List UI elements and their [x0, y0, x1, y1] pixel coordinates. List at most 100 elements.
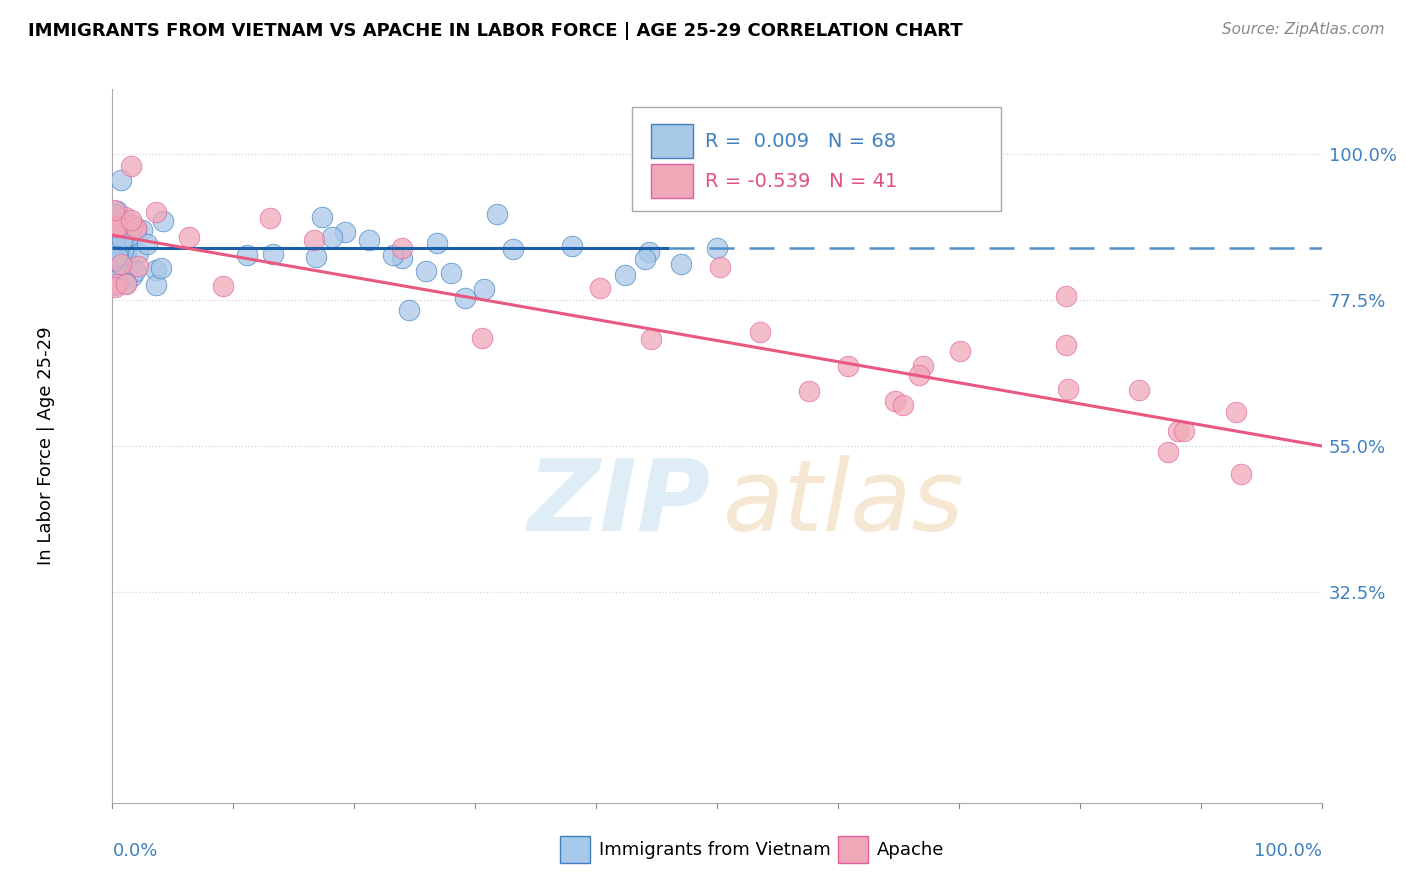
Point: [1156, 445, 1178, 459]
Text: Apache: Apache: [877, 841, 943, 859]
Point: [486, 206, 509, 220]
Point: [115, 219, 138, 233]
Point: [104, 280, 127, 294]
Point: [1057, 382, 1080, 396]
Point: [912, 359, 935, 373]
Point: [110, 267, 132, 281]
Point: [104, 227, 127, 241]
Point: [440, 266, 463, 280]
Point: [949, 343, 972, 358]
Point: [589, 281, 612, 295]
Point: [908, 368, 931, 383]
Point: [103, 278, 125, 293]
Point: [103, 252, 125, 266]
Point: [391, 241, 413, 255]
Point: [145, 205, 167, 219]
Point: [125, 223, 148, 237]
Point: [114, 237, 136, 252]
Point: [125, 220, 148, 235]
Point: [107, 220, 129, 235]
Point: [891, 398, 914, 412]
Point: [614, 268, 637, 282]
Point: [1167, 425, 1189, 439]
Point: [127, 259, 149, 273]
Point: [114, 276, 136, 290]
Point: [1128, 383, 1150, 397]
Point: [114, 210, 136, 224]
Point: [302, 233, 325, 247]
Point: [749, 325, 772, 339]
Point: [145, 263, 167, 277]
Point: [121, 268, 143, 283]
Point: [107, 219, 129, 233]
Text: atlas: atlas: [723, 455, 965, 551]
Text: R = -0.539   N = 41: R = -0.539 N = 41: [704, 172, 897, 191]
Point: [107, 219, 129, 234]
Text: Source: ZipAtlas.com: Source: ZipAtlas.com: [1222, 22, 1385, 37]
Point: [1225, 405, 1247, 419]
Point: [640, 332, 662, 346]
Point: [110, 257, 132, 271]
Point: [259, 211, 281, 225]
Point: [124, 264, 146, 278]
Bar: [560, 837, 591, 863]
Point: [633, 252, 655, 266]
Point: [305, 250, 328, 264]
Point: [502, 242, 524, 256]
Text: 0.0%: 0.0%: [112, 842, 157, 860]
Point: [115, 277, 138, 291]
Bar: [651, 124, 693, 159]
Point: [311, 210, 333, 224]
Point: [121, 218, 143, 232]
Point: [107, 246, 129, 260]
Point: [131, 222, 153, 236]
Point: [108, 274, 131, 288]
Point: [103, 207, 125, 221]
Point: [211, 279, 233, 293]
Point: [321, 230, 343, 244]
Point: [837, 359, 859, 374]
Point: [150, 260, 173, 275]
Point: [709, 260, 731, 275]
Point: [104, 252, 127, 266]
FancyBboxPatch shape: [633, 107, 1001, 211]
Point: [103, 215, 125, 229]
Point: [108, 233, 131, 247]
Point: [107, 204, 129, 219]
Text: 100.0%: 100.0%: [1254, 842, 1322, 860]
Point: [415, 264, 437, 278]
Text: IMMIGRANTS FROM VIETNAM VS APACHE IN LABOR FORCE | AGE 25-29 CORRELATION CHART: IMMIGRANTS FROM VIETNAM VS APACHE IN LAB…: [28, 22, 963, 40]
Point: [335, 225, 357, 239]
Point: [104, 263, 127, 277]
Text: R =  0.009   N = 68: R = 0.009 N = 68: [704, 132, 896, 151]
Point: [152, 214, 174, 228]
Point: [104, 251, 127, 265]
Point: [145, 277, 167, 292]
Point: [127, 245, 149, 260]
Point: [883, 393, 905, 408]
Point: [112, 234, 135, 248]
Text: In Labor Force | Age 25-29: In Labor Force | Age 25-29: [37, 326, 55, 566]
Point: [382, 248, 405, 262]
Point: [120, 213, 142, 227]
Point: [110, 212, 132, 227]
Point: [120, 159, 142, 173]
Point: [105, 249, 128, 263]
Point: [118, 228, 141, 243]
Bar: [651, 164, 693, 198]
Point: [453, 291, 475, 305]
Point: [103, 235, 125, 249]
Point: [637, 245, 659, 260]
Point: [110, 173, 132, 187]
Point: [1054, 288, 1077, 302]
Point: [104, 221, 127, 235]
Text: ZIP: ZIP: [529, 455, 711, 551]
Point: [104, 212, 127, 227]
Point: [236, 248, 259, 262]
Point: [391, 251, 413, 265]
Point: [103, 254, 125, 268]
Point: [472, 282, 495, 296]
Point: [104, 241, 127, 255]
Point: [120, 256, 142, 270]
Point: [797, 384, 820, 399]
